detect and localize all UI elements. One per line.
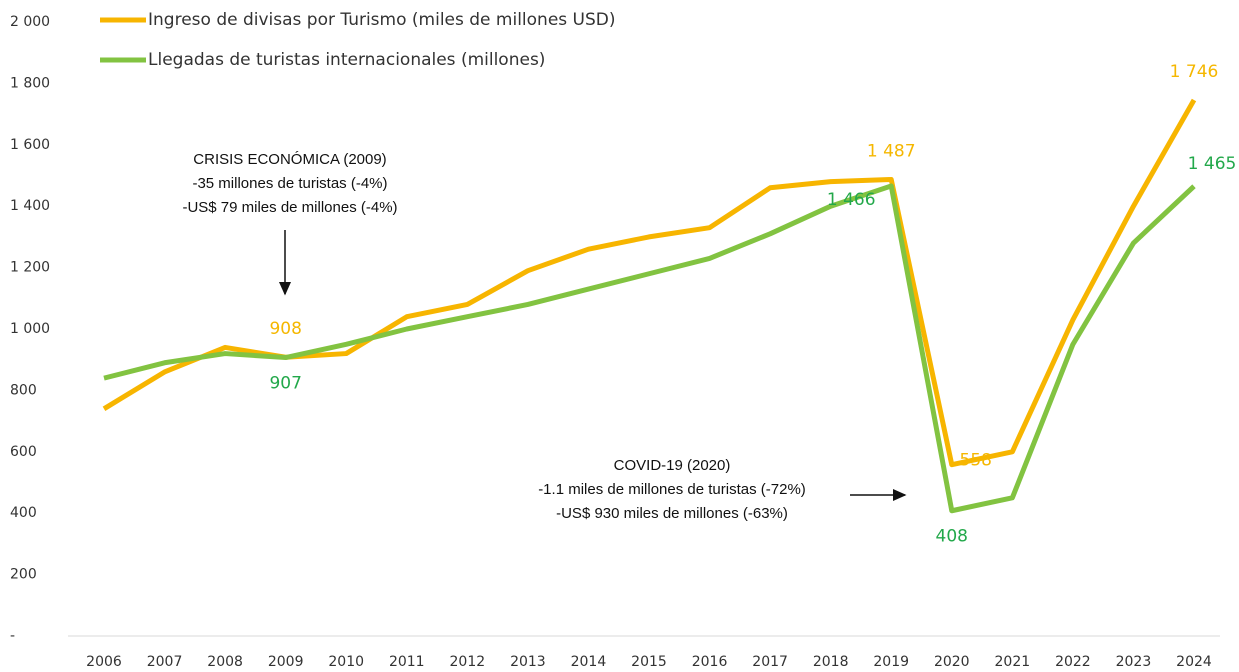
x-tick-label: 2007: [147, 654, 183, 670]
data-label: 1 465: [1188, 154, 1237, 174]
y-tick-label: 200: [10, 567, 37, 583]
y-tick-label: 2 000: [10, 14, 50, 30]
x-tick-label: 2021: [995, 654, 1031, 670]
x-tick-label: 2010: [328, 654, 364, 670]
x-tick-label: 2006: [86, 654, 122, 670]
y-tick-label: -: [10, 628, 15, 644]
annotation-text: -US$ 930 miles de millones (-63%): [556, 505, 788, 522]
x-tick-label: 2014: [571, 654, 607, 670]
y-tick-label: 1 800: [10, 75, 50, 91]
x-tick-label: 2020: [934, 654, 970, 670]
y-tick-label: 1 000: [10, 321, 50, 337]
x-tick-label: 2018: [813, 654, 849, 670]
x-tick-label: 2019: [873, 654, 909, 670]
data-label: 1 466: [827, 190, 876, 210]
x-tick-label: 2015: [631, 654, 667, 670]
x-tick-label: 2009: [268, 654, 304, 670]
x-tick-label: 2016: [692, 654, 728, 670]
annotation-text: -35 millones de turistas (-4%): [192, 175, 387, 192]
x-tick-label: 2024: [1176, 654, 1212, 670]
x-tick-label: 2022: [1055, 654, 1091, 670]
data-label: 907: [269, 374, 301, 394]
y-tick-label: 800: [10, 382, 37, 398]
legend-label: Ingreso de divisas por Turismo (miles de…: [148, 10, 616, 30]
x-tick-label: 2017: [752, 654, 788, 670]
x-tick-label: 2011: [389, 654, 425, 670]
x-tick-label: 2013: [510, 654, 546, 670]
y-tick-label: 1 400: [10, 198, 50, 214]
annotation-text: COVID-19 (2020): [614, 457, 731, 474]
annotation-text: CRISIS ECONÓMICA (2009): [193, 151, 386, 168]
annotation-text: -US$ 79 miles de millones (-4%): [182, 199, 397, 216]
y-tick-label: 600: [10, 444, 37, 460]
data-label: 408: [936, 527, 968, 547]
data-label: 1 487: [867, 141, 916, 161]
legend-label: Llegadas de turistas internacionales (mi…: [148, 50, 545, 70]
data-label: 908: [269, 319, 301, 339]
y-tick-label: 1 600: [10, 137, 50, 153]
y-tick-label: 400: [10, 505, 37, 521]
data-label: 1 746: [1170, 62, 1219, 82]
y-tick-label: 1 200: [10, 260, 50, 276]
annotation-text: -1.1 miles de millones de turistas (-72%…: [538, 481, 806, 498]
series-line: [103, 183, 1196, 514]
x-tick-label: 2023: [1116, 654, 1152, 670]
x-tick-label: 2008: [207, 654, 243, 670]
x-tick-label: 2012: [450, 654, 486, 670]
data-label: 558: [960, 451, 992, 471]
